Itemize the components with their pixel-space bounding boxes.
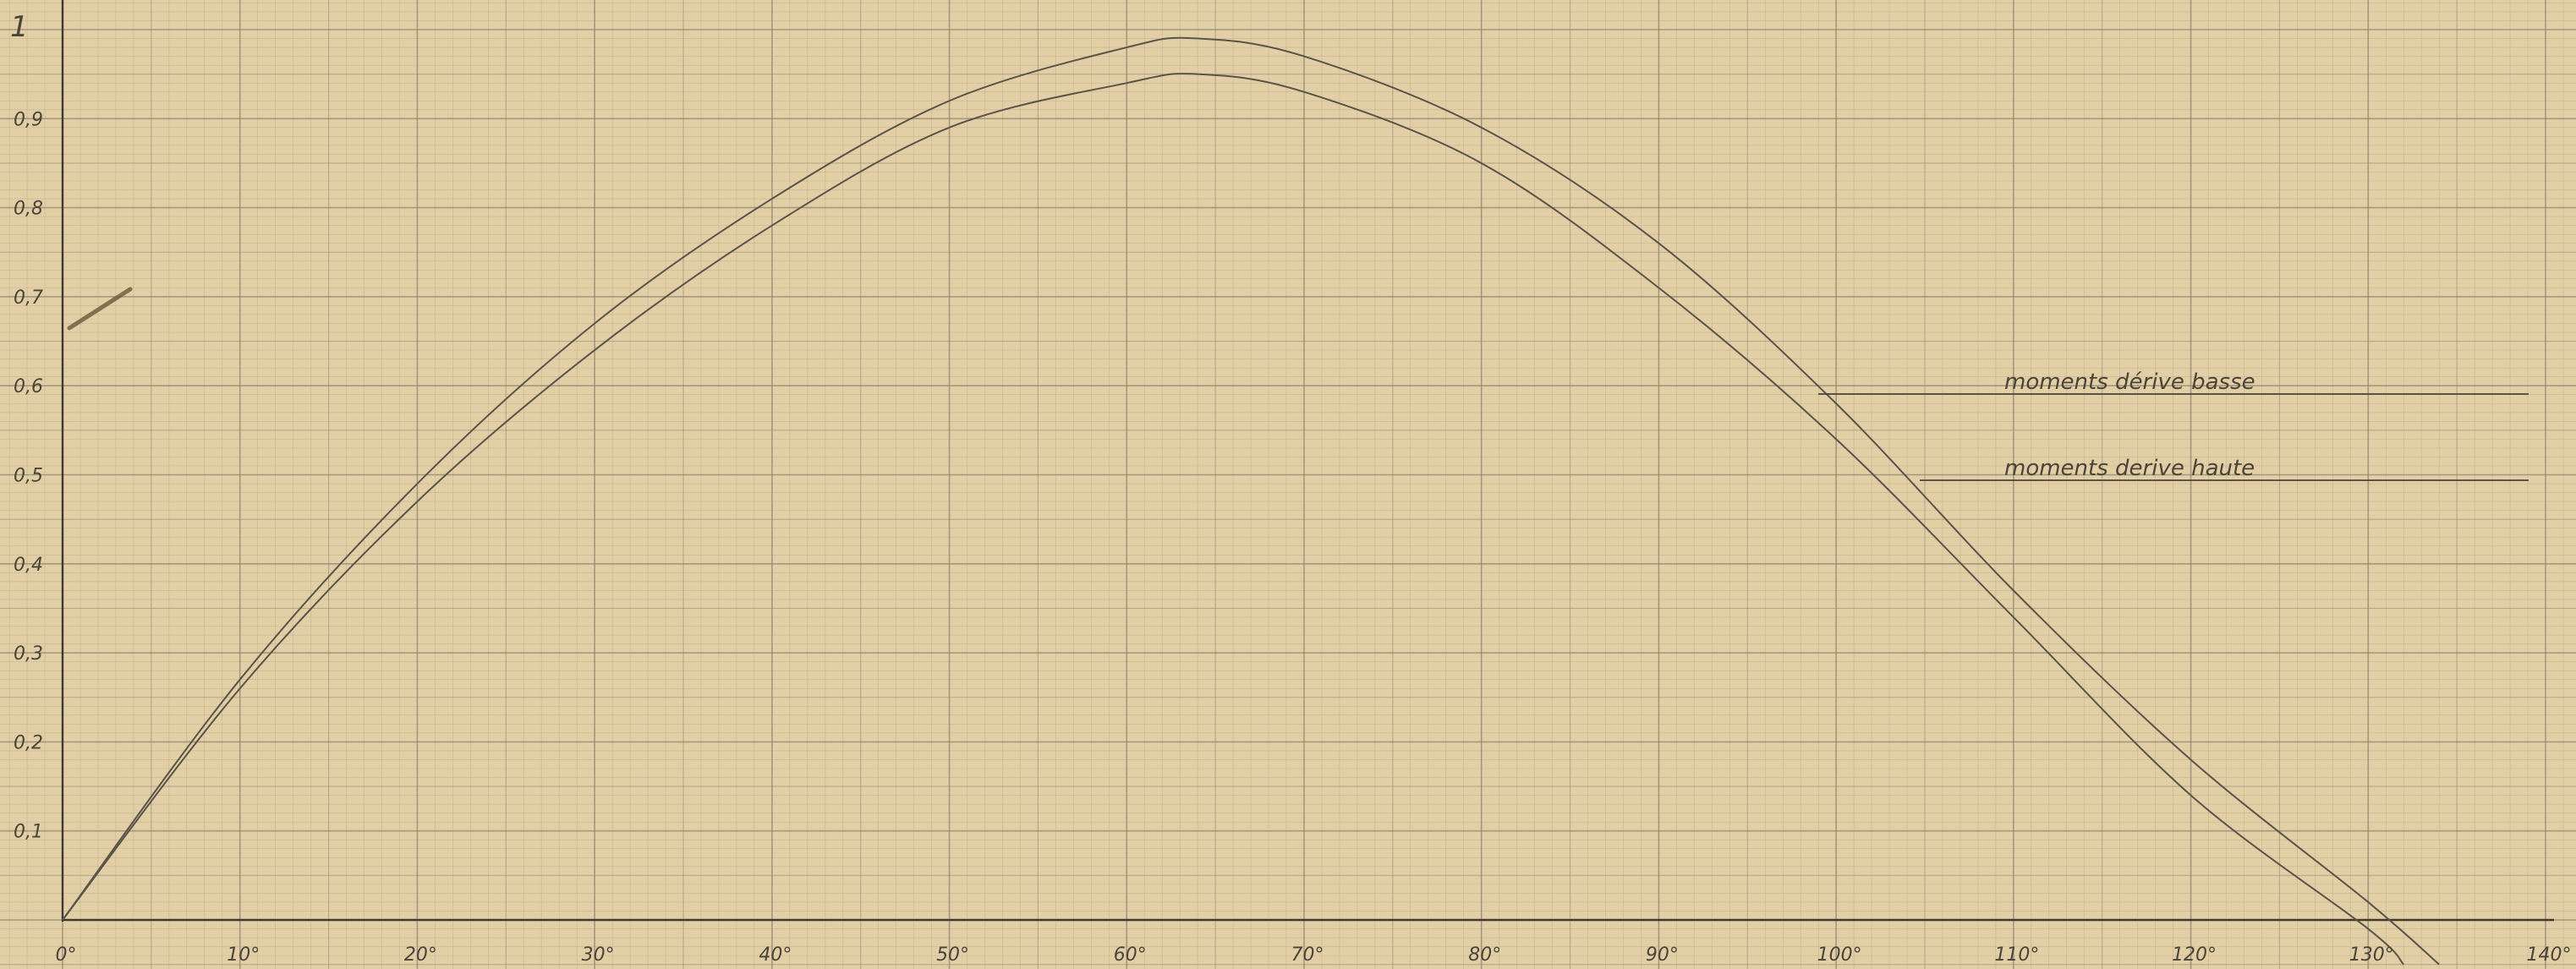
x-tick-label: 60° [1114,944,1147,966]
series-line-1 [62,36,2440,966]
y-tick-label: 0,9 [14,109,43,130]
pencil-mark [67,287,133,331]
y-tick-label: 1 [10,10,29,44]
x-tick-label: 120° [2172,944,2217,966]
annotation-label: moments derive haute [2004,456,2255,481]
x-tick-label: 100° [1817,944,1862,966]
x-tick-label: 140° [2527,944,2572,966]
x-tick-label: 20° [404,944,437,966]
y-tick-label: 0,3 [14,643,43,665]
x-tick-label: 30° [582,944,615,966]
x-tick-label: 80° [1468,944,1501,966]
x-tick-label: 0° [56,944,77,966]
axes [61,0,2554,922]
y-tick-label: 0,5 [14,466,43,487]
tick-labels: 0° 10° 20° 30° 40° 50° 60° 70° 80° 90° 100° 110° 120… [10,10,2572,966]
annotation-label: moments dérive basse [2004,370,2255,395]
y-tick-label: 0,8 [14,199,43,220]
y-tick-label: 0,2 [14,732,43,753]
x-tick-label: 40° [759,944,792,966]
y-tick-label: 0,7 [14,287,43,309]
y-tick-label: 0,6 [14,376,43,397]
x-tick-label: 70° [1291,944,1324,966]
series-layer [62,36,2440,966]
x-tick-label: 110° [1994,944,2039,966]
x-tick-label: 90° [1646,944,1679,966]
x-tick-label: 50° [936,944,969,966]
x-tick-label: 130° [2349,944,2394,966]
y-tick-label: 0,4 [14,555,43,576]
y-tick-label: 0,1 [14,822,43,843]
x-tick-label: 10° [227,944,260,966]
annotation-leaders [1818,393,2529,481]
series-line-2 [62,73,2404,966]
annotations: moments dérive basse moments derive haute [2004,370,2255,481]
